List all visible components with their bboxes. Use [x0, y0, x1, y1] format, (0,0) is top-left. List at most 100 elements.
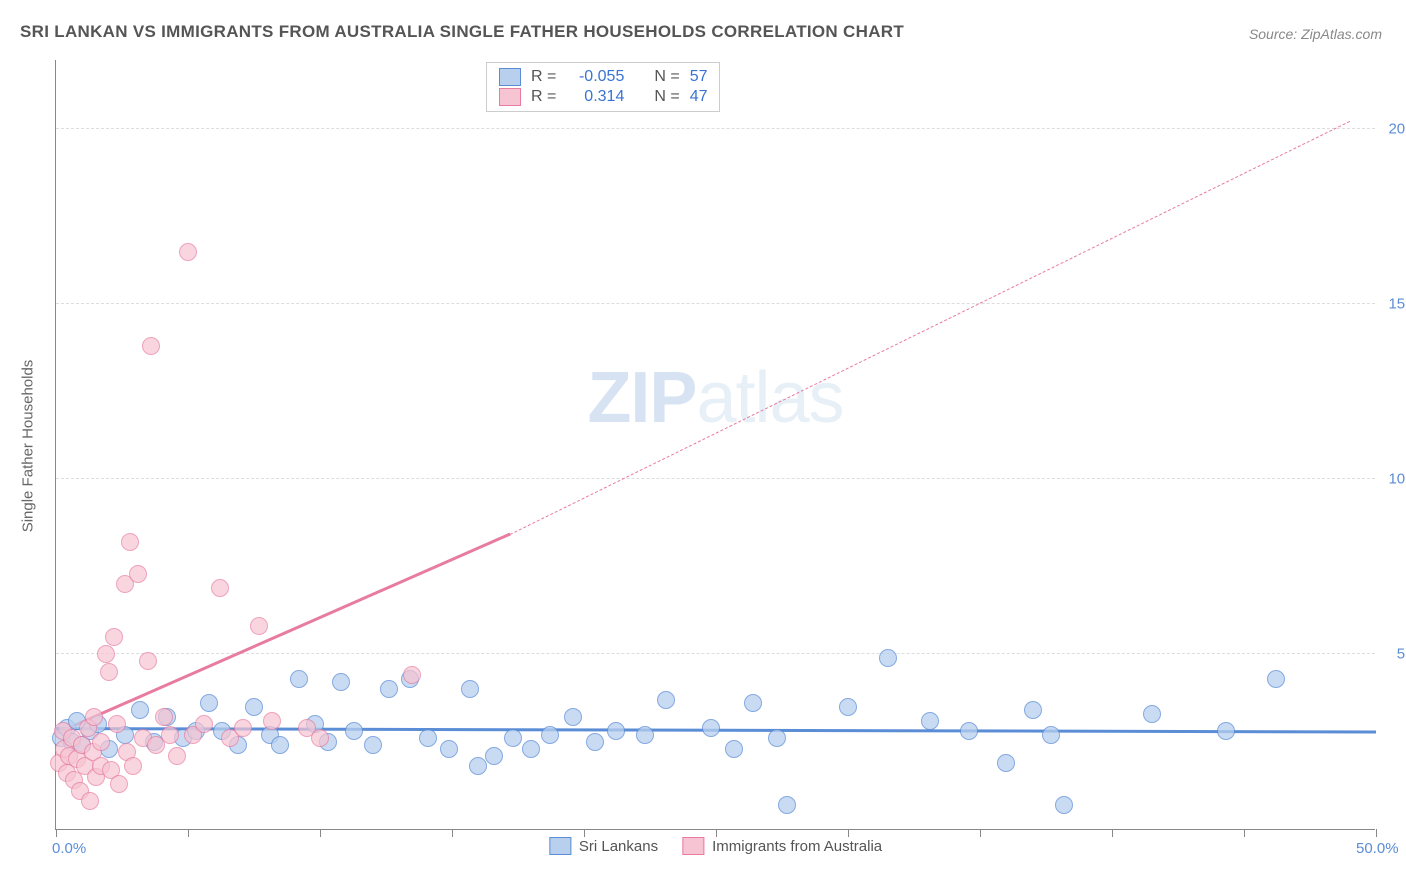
data-point [1143, 705, 1161, 723]
stat-row: R = 0.314 N = 47 [499, 87, 707, 107]
data-point [97, 645, 115, 663]
data-point [245, 698, 263, 716]
x-tick [716, 829, 717, 837]
plot-area: ZIPatlas R =-0.055N =57R =0.314N =47 Sri… [55, 60, 1375, 830]
legend-label: Immigrants from Australia [712, 838, 882, 855]
data-point [124, 757, 142, 775]
x-tick [56, 829, 57, 837]
gridline [56, 303, 1375, 304]
data-point [839, 698, 857, 716]
data-point [179, 243, 197, 261]
data-point [121, 533, 139, 551]
data-point [879, 649, 897, 667]
data-point [234, 719, 252, 737]
data-point [161, 726, 179, 744]
x-tick [1244, 829, 1245, 837]
gridline [56, 128, 1375, 129]
gridline [56, 653, 1375, 654]
stat-swatch [499, 88, 521, 106]
data-point [142, 337, 160, 355]
data-point [155, 708, 173, 726]
data-point [168, 747, 186, 765]
data-point [541, 726, 559, 744]
data-point [364, 736, 382, 754]
y-tick-label: 15.0% [1388, 296, 1406, 313]
chart-title: SRI LANKAN VS IMMIGRANTS FROM AUSTRALIA … [20, 22, 904, 42]
data-point [440, 740, 458, 758]
data-point [105, 628, 123, 646]
data-point [195, 715, 213, 733]
stat-n-label: N = [654, 88, 679, 106]
data-point [725, 740, 743, 758]
gridline [56, 478, 1375, 479]
data-point [139, 652, 157, 670]
data-point [332, 673, 350, 691]
stat-r-value: 0.314 [566, 88, 624, 106]
data-point [92, 733, 110, 751]
x-tick [1112, 829, 1113, 837]
x-tick [584, 829, 585, 837]
data-point [636, 726, 654, 744]
data-point [607, 722, 625, 740]
x-tick [980, 829, 981, 837]
legend-item: Sri Lankans [549, 837, 658, 855]
data-point [1042, 726, 1060, 744]
stat-n-value: 57 [690, 68, 708, 86]
data-point [211, 579, 229, 597]
data-point [564, 708, 582, 726]
data-point [921, 712, 939, 730]
data-point [1217, 722, 1235, 740]
watermark-light: atlas [696, 358, 843, 438]
data-point [345, 722, 363, 740]
data-point [1024, 701, 1042, 719]
data-point [129, 565, 147, 583]
data-point [657, 691, 675, 709]
data-point [1267, 670, 1285, 688]
stats-box: R = -0.055 N = 57 R = 0.314 N = 47 [486, 62, 720, 112]
data-point [1055, 796, 1073, 814]
data-point [960, 722, 978, 740]
data-point [768, 729, 786, 747]
watermark: ZIPatlas [587, 357, 843, 439]
data-point [469, 757, 487, 775]
data-point [744, 694, 762, 712]
data-point [290, 670, 308, 688]
stat-n-label: N = [654, 68, 679, 86]
legend-item: Immigrants from Australia [682, 837, 882, 855]
data-point [522, 740, 540, 758]
y-tick-label: 20.0% [1388, 121, 1406, 138]
stat-row: R = -0.055 N = 57 [499, 67, 707, 87]
data-point [311, 729, 329, 747]
legend-label: Sri Lankans [579, 838, 658, 855]
data-point [586, 733, 604, 751]
data-point [200, 694, 218, 712]
data-point [702, 719, 720, 737]
data-point [85, 708, 103, 726]
data-point [100, 663, 118, 681]
x-tick [188, 829, 189, 837]
x-tick [848, 829, 849, 837]
data-point [108, 715, 126, 733]
y-tick-label: 10.0% [1388, 471, 1406, 488]
x-tick [1376, 829, 1377, 837]
data-point [778, 796, 796, 814]
watermark-bold: ZIP [587, 358, 696, 438]
data-point [250, 617, 268, 635]
stat-r-label: R = [531, 68, 556, 86]
data-point [263, 712, 281, 730]
stat-r-label: R = [531, 88, 556, 106]
data-point [110, 775, 128, 793]
x-tick [452, 829, 453, 837]
data-point [485, 747, 503, 765]
x-tick-label: 0.0% [52, 840, 86, 857]
stat-swatch [499, 68, 521, 86]
data-point [271, 736, 289, 754]
chart-source: Source: ZipAtlas.com [1249, 26, 1382, 42]
trend-line [55, 533, 510, 735]
y-axis-label: Single Father Households [20, 360, 37, 533]
stat-r-value: -0.055 [566, 68, 624, 86]
stat-n-value: 47 [690, 88, 708, 106]
legend-swatch [549, 837, 571, 855]
x-tick [320, 829, 321, 837]
data-point [504, 729, 522, 747]
